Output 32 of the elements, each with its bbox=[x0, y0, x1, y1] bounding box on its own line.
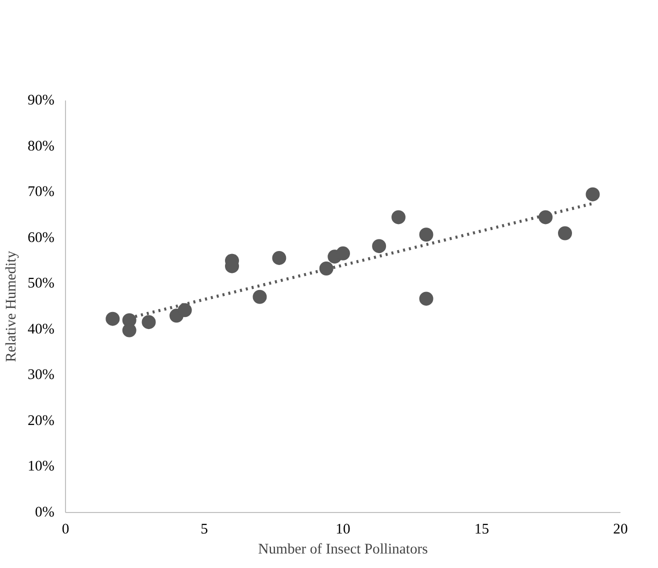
y-axis-title: Relative Humedity bbox=[4, 250, 20, 362]
x-tick-label: 5 bbox=[200, 522, 208, 538]
point bbox=[336, 246, 350, 260]
point bbox=[178, 303, 192, 318]
y-tick-label: 20% bbox=[28, 412, 55, 429]
y-tick-label: 10% bbox=[28, 458, 55, 475]
point bbox=[586, 187, 600, 202]
y-tick-label: 40% bbox=[28, 321, 55, 338]
point bbox=[419, 292, 434, 306]
point bbox=[142, 315, 156, 330]
x-tick-label: 20 bbox=[613, 522, 628, 538]
y-tick-label: 0% bbox=[34, 504, 55, 520]
point bbox=[392, 210, 406, 224]
x-tick-label: 10 bbox=[336, 522, 350, 538]
point bbox=[538, 210, 553, 224]
point bbox=[272, 250, 286, 265]
point bbox=[558, 226, 572, 240]
y-tick-label: 90% bbox=[28, 92, 55, 108]
point bbox=[319, 262, 334, 276]
x-axis-title: Number of Insect Pollinators bbox=[258, 542, 428, 558]
point bbox=[252, 290, 267, 304]
x-tick-label: 15 bbox=[474, 522, 490, 538]
y-tick-label: 50% bbox=[28, 276, 55, 292]
y-tick-label: 60% bbox=[28, 230, 55, 246]
point bbox=[122, 323, 136, 338]
point bbox=[106, 312, 120, 326]
y-tick-label: 70% bbox=[28, 184, 55, 200]
point bbox=[372, 239, 386, 254]
y-tick-label: 80% bbox=[28, 138, 55, 154]
y-tick-label: 30% bbox=[28, 367, 55, 384]
point bbox=[419, 228, 434, 242]
x-tick-label: 0 bbox=[62, 522, 70, 538]
